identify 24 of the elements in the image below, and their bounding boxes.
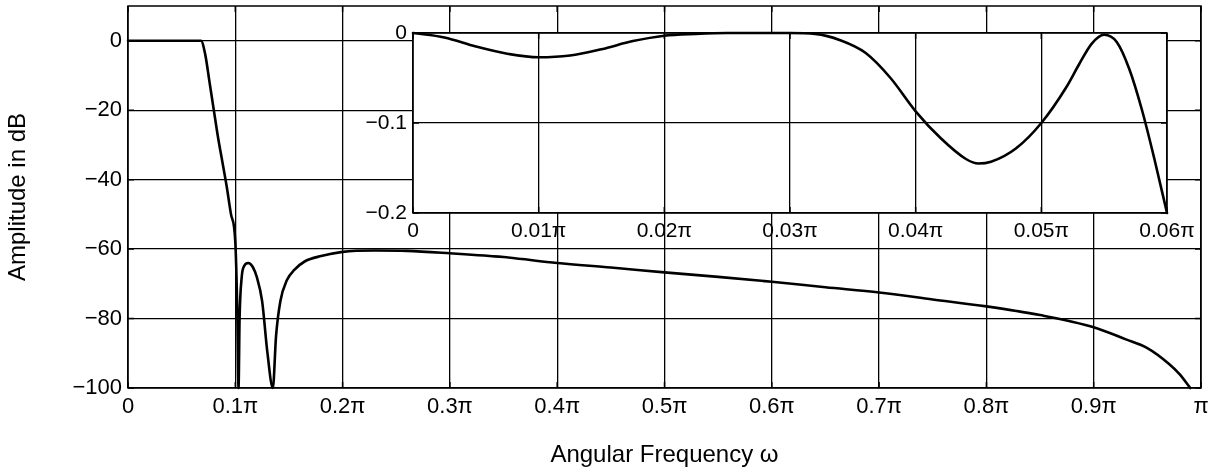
x-tick-label: 0.9π — [1070, 393, 1117, 419]
x-tick-label: 0.8π — [963, 393, 1010, 419]
y-tick-label: −0.1 — [365, 109, 407, 133]
y-tick-label: −60 — [84, 235, 122, 261]
x-tick-label: 0.1π — [212, 393, 259, 419]
y-tick-label: −40 — [84, 165, 122, 191]
x-tick-label: 0.7π — [856, 393, 902, 419]
y-tick-label: −20 — [84, 96, 122, 122]
y-axis-title: Amplitude in dB — [3, 112, 31, 282]
y-tick-label: −80 — [84, 304, 122, 330]
x-tick-label: 0.06π — [1139, 218, 1195, 242]
x-tick-label: 0.04π — [887, 218, 944, 242]
x-tick-label: 0.5π — [641, 393, 688, 419]
y-tick-label: 0 — [109, 26, 122, 52]
x-tick-label: 0.3π — [427, 393, 473, 419]
y-tick-label: −100 — [72, 374, 122, 400]
x-tick-label: 0.6π — [748, 393, 795, 419]
x-axis-title: Angular Frequency ω — [550, 440, 779, 468]
x-tick-label: 0.05π — [1013, 218, 1070, 242]
y-tick-label: 0 — [395, 19, 407, 43]
y-tick-label: −0.2 — [365, 199, 407, 223]
x-tick-label: 0.4π — [534, 393, 581, 419]
x-tick-label: π — [1193, 393, 1209, 419]
x-tick-label: 0.2π — [319, 393, 366, 419]
